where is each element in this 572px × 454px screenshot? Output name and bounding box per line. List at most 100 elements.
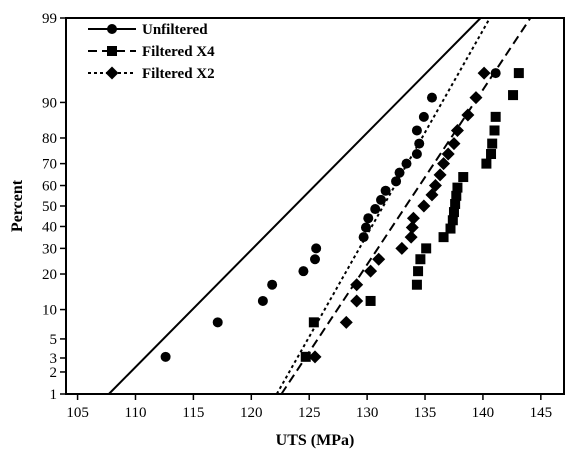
point-circle	[160, 351, 171, 362]
point-square	[487, 138, 498, 149]
point-circle	[370, 204, 381, 215]
point-square	[486, 149, 497, 160]
y-tick-label: 90	[42, 95, 57, 111]
y-tick-label: 3	[50, 351, 58, 367]
point-diamond	[417, 199, 431, 213]
point-square	[490, 111, 501, 122]
point-square	[308, 317, 319, 328]
point-circle	[418, 111, 429, 122]
point-circle	[358, 232, 369, 243]
x-tick-label: 105	[66, 405, 89, 421]
x-tick-label: 115	[182, 405, 204, 421]
x-tick-label: 125	[298, 405, 321, 421]
point-square	[452, 182, 463, 193]
y-axis-title: Percent	[9, 179, 26, 232]
point-circle	[391, 176, 402, 187]
point-square	[481, 158, 492, 169]
legend-marker-circle	[107, 24, 117, 34]
point-diamond	[477, 66, 491, 80]
point-diamond	[461, 108, 475, 122]
point-square	[438, 232, 449, 243]
legend-label: Filtered X2	[142, 66, 215, 82]
x-tick-label: 140	[472, 405, 495, 421]
x-axis: 105 110 115 120 125 130 135 140 145	[66, 394, 552, 421]
point-circle	[376, 194, 387, 205]
point-diamond	[308, 350, 322, 364]
point-diamond	[433, 168, 447, 182]
y-tick-label: 40	[42, 219, 57, 235]
data-points	[160, 66, 524, 364]
point-diamond	[350, 294, 364, 308]
plot-frame	[65, 17, 565, 395]
point-square	[421, 243, 432, 254]
point-circle	[394, 167, 405, 178]
point-diamond	[447, 137, 461, 151]
point-circle	[490, 68, 501, 79]
point-diamond	[405, 221, 419, 235]
point-circle	[257, 295, 268, 306]
y-tick-label: 10	[42, 303, 57, 319]
point-square	[413, 266, 424, 277]
point-square	[508, 90, 519, 101]
point-circle	[414, 138, 425, 149]
point-diamond	[450, 123, 464, 137]
point-diamond	[339, 315, 353, 329]
point-circle	[426, 92, 437, 103]
point-square	[415, 254, 426, 265]
y-tick-label: 80	[42, 131, 57, 147]
fit-line-diamond	[275, 17, 491, 395]
fit-line-square	[280, 17, 532, 395]
point-square	[513, 68, 524, 79]
point-circle	[380, 185, 391, 196]
point-diamond	[404, 230, 418, 244]
y-tick-label: 60	[42, 179, 57, 195]
point-square	[451, 190, 462, 201]
legend: Unfiltered Filtered X4 Filtered X2	[88, 22, 215, 82]
y-tick-label: 99	[42, 11, 57, 27]
point-diamond	[364, 264, 378, 278]
point-square	[445, 223, 456, 234]
y-tick-label: 70	[42, 157, 57, 173]
point-diamond	[441, 147, 455, 161]
point-circle	[310, 254, 320, 265]
point-circle	[311, 243, 322, 254]
point-circle	[298, 266, 309, 277]
x-tick-label: 145	[530, 405, 553, 421]
y-tick-label: 2	[50, 365, 58, 381]
point-circle	[411, 125, 422, 136]
y-axis: 1 23 5 10 20 30 40 50 60 70 80 90 99	[42, 11, 66, 403]
point-square	[458, 172, 469, 183]
x-tick-label: 120	[240, 405, 263, 421]
x-tick-label: 135	[414, 405, 437, 421]
point-diamond	[428, 179, 442, 193]
point-circle	[411, 149, 422, 160]
point-square	[411, 279, 422, 290]
point-circle	[401, 158, 412, 169]
point-square	[300, 351, 311, 362]
y-tick-label: 5	[50, 332, 58, 348]
point-circle	[363, 213, 374, 224]
point-diamond	[350, 278, 364, 292]
y-tick-label: 20	[42, 267, 57, 283]
point-diamond	[395, 241, 409, 255]
x-tick-label: 130	[356, 405, 379, 421]
point-diamond	[372, 252, 386, 266]
point-square	[489, 125, 500, 136]
x-axis-title: UTS (MPa)	[276, 432, 355, 449]
legend-marker-diamond	[105, 66, 119, 80]
y-tick-label: 30	[42, 241, 57, 257]
legend-label: Unfiltered	[142, 22, 208, 38]
point-square	[365, 295, 376, 306]
fit-line-circle	[108, 17, 482, 395]
point-diamond	[437, 157, 451, 171]
y-tick-label: 50	[42, 199, 57, 215]
fit-lines	[108, 17, 532, 395]
point-square	[450, 198, 461, 209]
point-circle	[360, 222, 371, 233]
point-square	[448, 207, 459, 218]
x-tick-label: 110	[125, 405, 147, 421]
point-square	[447, 215, 458, 226]
point-diamond	[406, 211, 420, 225]
point-diamond	[469, 91, 483, 105]
